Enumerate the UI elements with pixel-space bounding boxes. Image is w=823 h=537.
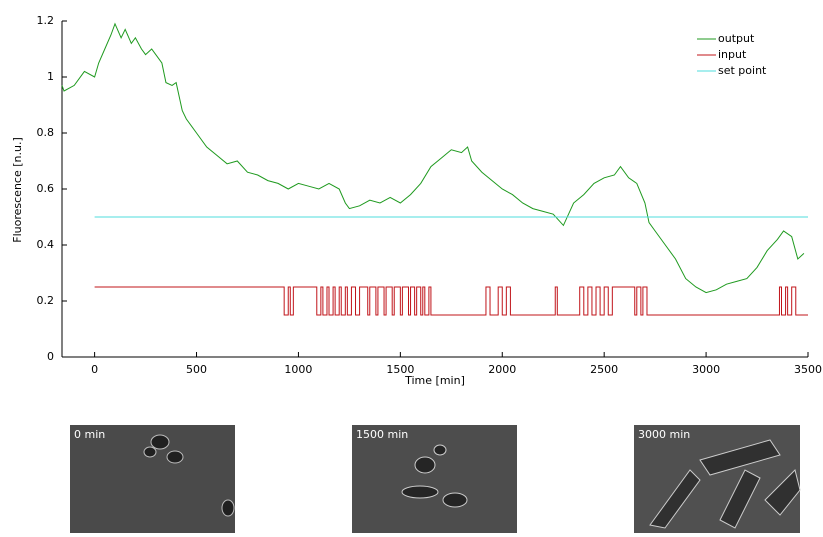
cell bbox=[221, 499, 235, 517]
cell bbox=[442, 492, 468, 508]
y-tick-label: 1.2 bbox=[37, 14, 55, 27]
x-tick-label: 0 bbox=[91, 363, 98, 376]
x-tick-label: 3000 bbox=[692, 363, 720, 376]
cell bbox=[401, 485, 439, 499]
cell bbox=[433, 444, 447, 456]
panel-label: 0 min bbox=[74, 428, 105, 441]
y-axis-label: Fluorescence [n.u.] bbox=[11, 137, 24, 242]
x-tick-label: 2500 bbox=[590, 363, 618, 376]
panel-label: 1500 min bbox=[356, 428, 408, 441]
micrograph bbox=[352, 425, 517, 533]
x-tick-label: 1500 bbox=[386, 363, 414, 376]
cell bbox=[699, 439, 781, 476]
x-tick-label: 2000 bbox=[488, 363, 516, 376]
series-line bbox=[94, 286, 808, 316]
y-tick-label: 1 bbox=[47, 70, 54, 83]
y-tick-label: 0 bbox=[47, 350, 54, 363]
cell bbox=[166, 450, 184, 464]
cell bbox=[719, 469, 761, 529]
legend-label: output bbox=[718, 32, 755, 45]
cell bbox=[150, 434, 170, 450]
cell bbox=[414, 456, 436, 474]
x-tick-label: 3500 bbox=[794, 363, 822, 376]
panels: 0 min 1500 min 3000 min bbox=[70, 425, 801, 533]
cell bbox=[143, 446, 157, 458]
legend-label: input bbox=[718, 48, 747, 61]
y-tick-label: 0.6 bbox=[37, 182, 55, 195]
y-tick-label: 0.2 bbox=[37, 294, 55, 307]
cell bbox=[764, 469, 801, 516]
x-tick-label: 500 bbox=[186, 363, 207, 376]
x-tick-label: 1000 bbox=[284, 363, 312, 376]
legend-label: set point bbox=[718, 64, 767, 77]
cell bbox=[649, 469, 701, 529]
x-axis-label: Time [min] bbox=[404, 374, 465, 387]
series-line bbox=[61, 22, 805, 294]
y-tick-label: 0.8 bbox=[37, 126, 55, 139]
y-tick-label: 0.4 bbox=[37, 238, 55, 251]
panel-label: 3000 min bbox=[638, 428, 690, 441]
